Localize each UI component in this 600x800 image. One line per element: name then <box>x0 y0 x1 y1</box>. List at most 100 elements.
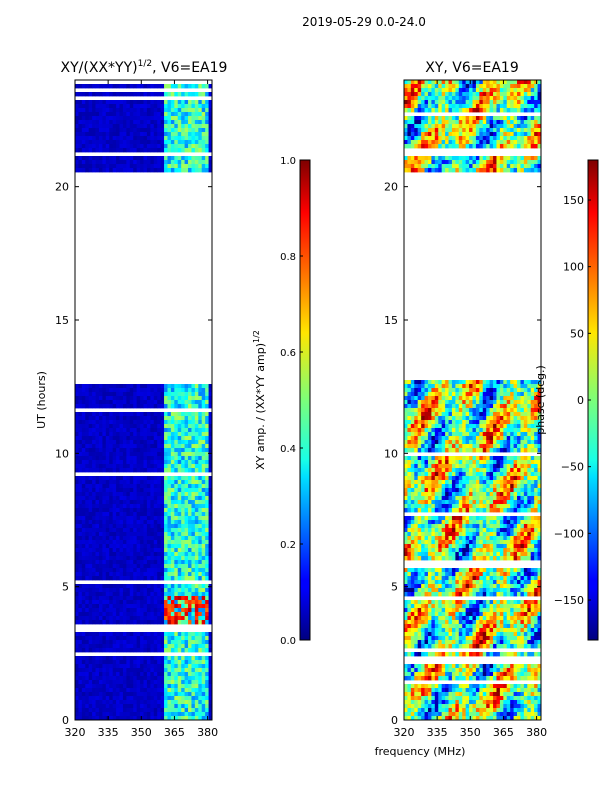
heatmap-cell <box>499 392 504 397</box>
heatmap-cell <box>75 588 79 593</box>
heatmap-cell <box>102 712 107 717</box>
heatmap-cell <box>194 540 199 545</box>
heatmap-cell <box>150 528 155 533</box>
heatmap-cell <box>198 124 203 129</box>
heatmap-cell <box>164 496 168 501</box>
heatmap-cell <box>109 564 114 569</box>
heatmap-cell <box>160 112 165 117</box>
heatmap-cell <box>174 168 179 173</box>
heatmap-cell <box>129 572 134 577</box>
heatmap-cell <box>88 532 93 537</box>
heatmap-cell <box>424 140 429 145</box>
heatmap-cell <box>78 520 83 525</box>
heatmap-cell <box>205 564 209 569</box>
heatmap-cell <box>146 132 151 137</box>
heatmap-cell <box>75 416 79 421</box>
heatmap-cell <box>102 132 107 137</box>
heatmap-cell <box>85 488 90 493</box>
heatmap-cell <box>194 92 199 97</box>
heatmap-cell <box>122 392 127 397</box>
heatmap-cell <box>191 160 196 165</box>
heatmap-cell <box>81 660 86 665</box>
heatmap-cell <box>78 132 83 137</box>
heatmap-cell <box>133 540 138 545</box>
heatmap-cell <box>88 644 93 649</box>
heatmap-cell <box>126 424 131 429</box>
heatmap-cell <box>517 120 521 125</box>
heatmap-cell <box>153 492 158 497</box>
heatmap-cell <box>88 384 93 389</box>
heatmap-cell <box>116 504 120 509</box>
heatmap-cell <box>112 120 117 125</box>
heatmap-cell <box>140 656 144 661</box>
heatmap-cell <box>188 676 192 681</box>
heatmap-cell <box>479 164 484 169</box>
heatmap-cell <box>88 400 93 405</box>
heatmap-cell <box>188 532 192 537</box>
heatmap-cell <box>88 504 93 509</box>
heatmap-cell <box>201 460 206 465</box>
heatmap-cell <box>205 104 209 109</box>
heatmap-cell <box>164 692 168 697</box>
heatmap-cell <box>188 684 192 689</box>
heatmap-cell <box>157 488 162 493</box>
heatmap-cell <box>81 428 86 433</box>
heatmap-cell <box>88 672 93 677</box>
heatmap-cell <box>157 672 162 677</box>
heatmap-cell <box>177 548 182 553</box>
heatmap-cell <box>98 564 103 569</box>
heatmap-cell <box>510 80 514 85</box>
heatmap-cell <box>194 140 199 145</box>
heatmap-cell <box>448 128 453 133</box>
heatmap-cell <box>98 452 103 457</box>
heatmap-cell <box>167 384 172 389</box>
heatmap-cell <box>160 520 165 525</box>
heatmap-cell <box>153 512 158 517</box>
heatmap-cell <box>410 392 415 397</box>
heatmap-cell <box>421 120 425 125</box>
heatmap-cell <box>105 588 110 593</box>
heatmap-cell <box>208 532 213 537</box>
heatmap-cell <box>109 492 114 497</box>
heatmap-cell <box>81 156 86 161</box>
heatmap-cell <box>164 524 168 529</box>
heatmap-cell <box>109 452 114 457</box>
heatmap-cell <box>469 384 473 389</box>
heatmap-cell <box>167 116 172 121</box>
heatmap-cell <box>205 168 209 173</box>
heatmap-cell <box>188 584 192 589</box>
heatmap-cell <box>174 460 179 465</box>
heatmap-cell <box>205 648 209 653</box>
heatmap-cell <box>184 100 189 105</box>
heatmap-cell <box>482 156 487 161</box>
heatmap-cell <box>489 96 494 101</box>
heatmap-cell <box>499 168 504 173</box>
heatmap-cell <box>188 612 192 617</box>
heatmap-cell <box>194 444 199 449</box>
heatmap-cell <box>78 92 83 97</box>
heatmap-cell <box>184 668 189 673</box>
heatmap-cell <box>98 608 103 613</box>
heatmap-cell <box>160 600 165 605</box>
heatmap-cell <box>177 556 182 561</box>
heatmap-cell <box>167 148 172 153</box>
heatmap-cell <box>198 536 203 541</box>
heatmap-cell <box>194 164 199 169</box>
heatmap-cell <box>112 520 117 525</box>
heatmap-cell <box>404 160 408 165</box>
heatmap-cell <box>489 124 494 129</box>
heatmap-cell <box>150 692 155 697</box>
heatmap-cell <box>146 504 151 509</box>
heatmap-cell <box>81 400 86 405</box>
heatmap-cell <box>78 512 83 517</box>
heatmap-cell <box>441 144 446 149</box>
heatmap-cell <box>116 512 120 517</box>
heatmap-cell <box>126 612 131 617</box>
heatmap-cell <box>109 396 114 401</box>
heatmap-cell <box>143 632 148 637</box>
heatmap-cell <box>445 164 449 169</box>
heatmap-cell <box>167 692 172 697</box>
heatmap-cell <box>136 676 141 681</box>
heatmap-cell <box>78 120 83 125</box>
heatmap-cell <box>143 452 148 457</box>
